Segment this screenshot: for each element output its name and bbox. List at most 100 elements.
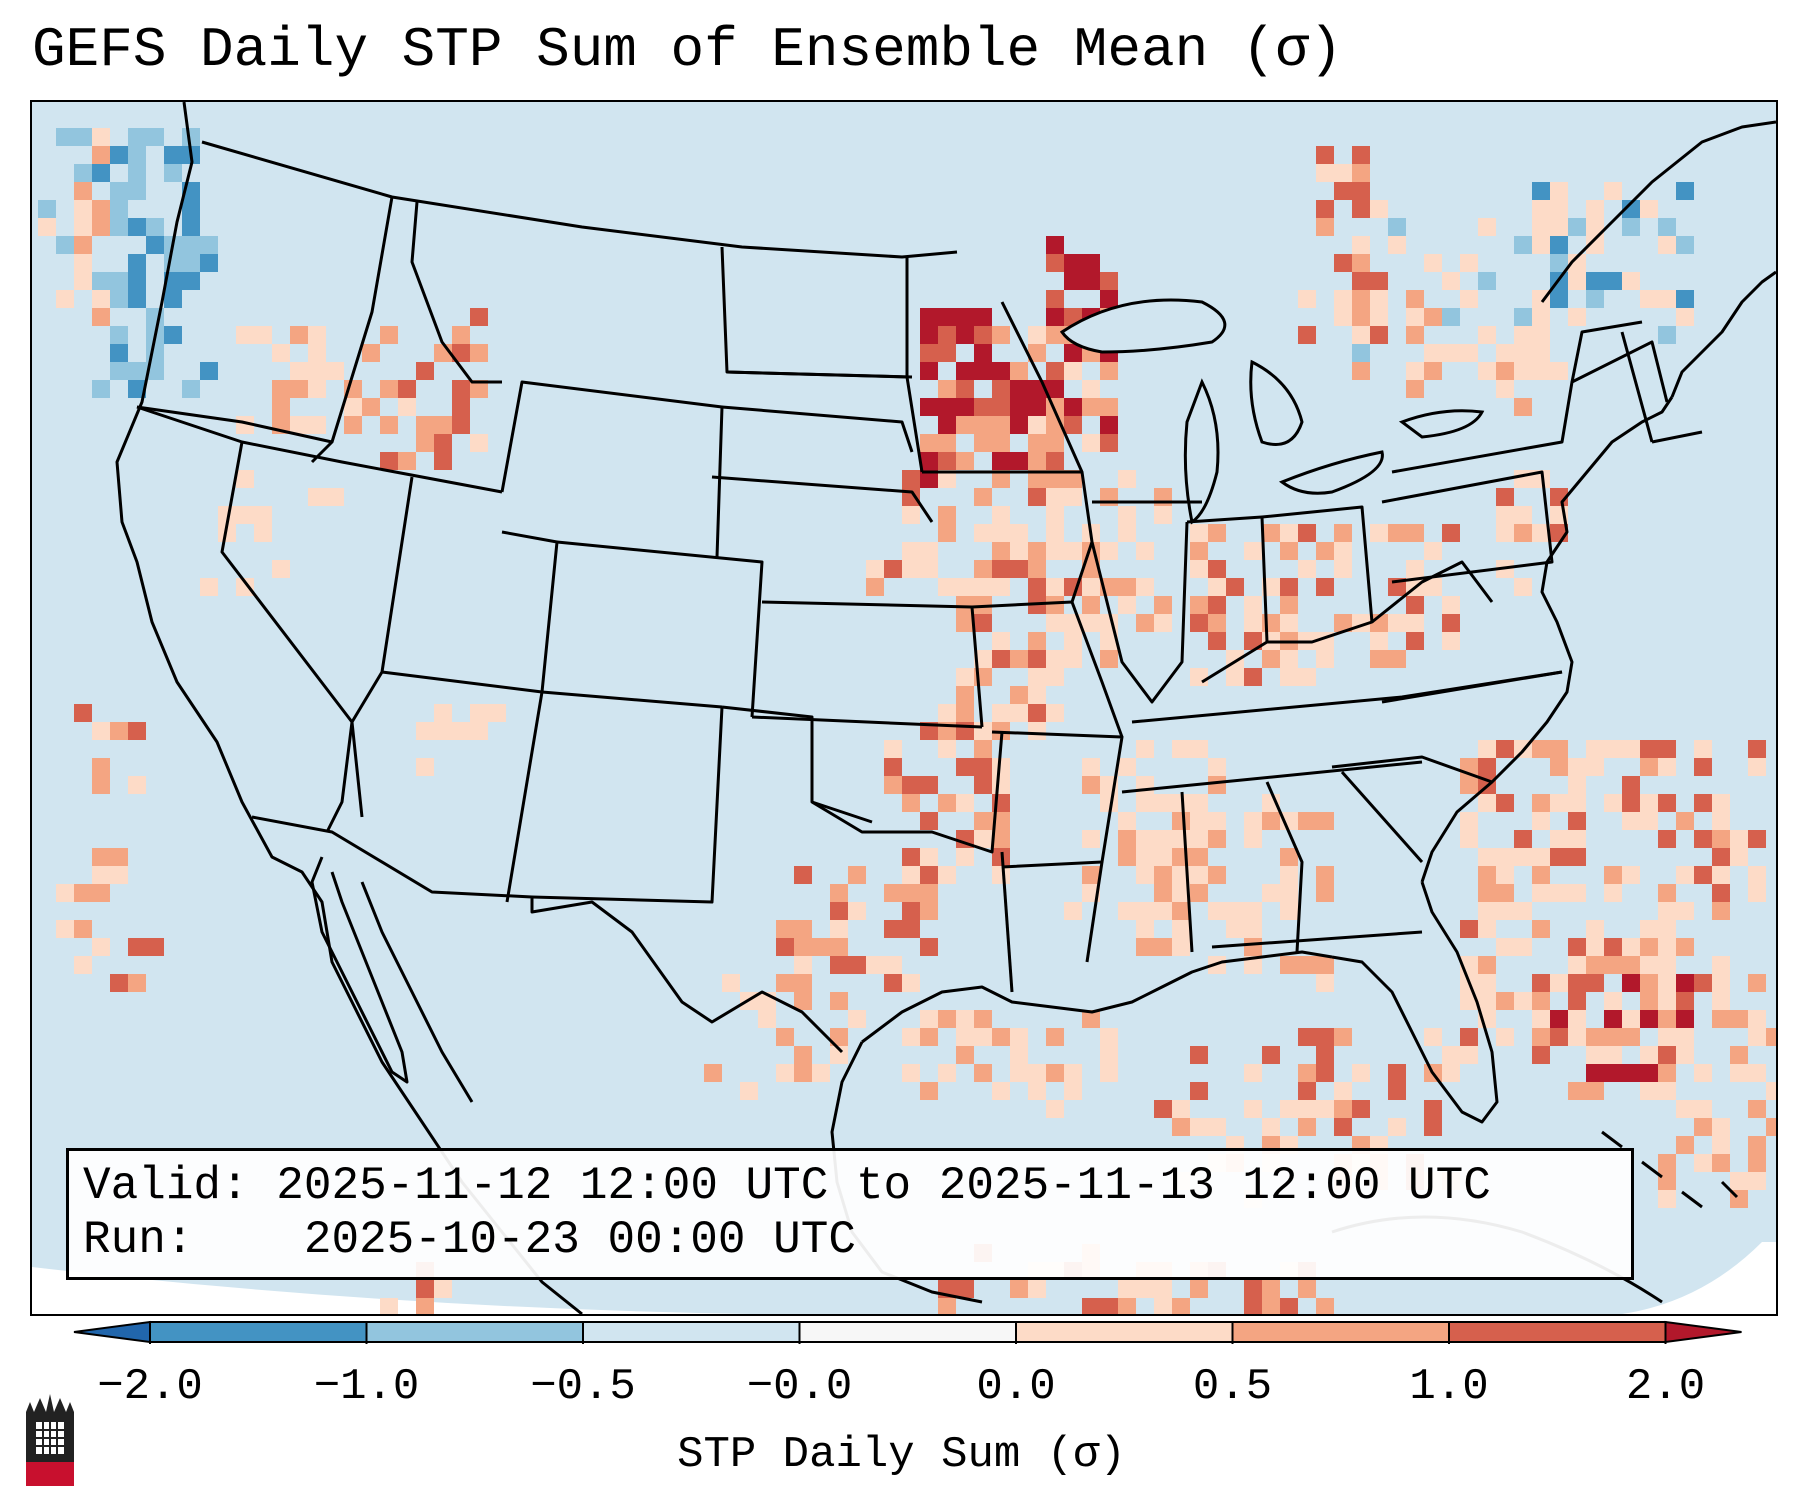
anomaly-cell bbox=[1064, 1082, 1082, 1100]
anomaly-cell bbox=[416, 416, 434, 434]
anomaly-cell bbox=[1694, 794, 1712, 812]
anomaly-cell bbox=[290, 380, 308, 398]
anomaly-cell bbox=[1658, 992, 1676, 1010]
anomaly-cell bbox=[1586, 200, 1604, 218]
lake-superior bbox=[1059, 298, 1227, 354]
anomaly-cell bbox=[920, 1010, 938, 1028]
anomaly-cell bbox=[1442, 596, 1460, 614]
anomaly-cell bbox=[1550, 1028, 1568, 1046]
anomaly-cell bbox=[1244, 1100, 1262, 1118]
anomaly-cell bbox=[1514, 506, 1532, 524]
anomaly-cell bbox=[380, 416, 398, 434]
anomaly-cell bbox=[902, 902, 920, 920]
anomaly-cell bbox=[452, 416, 470, 434]
anomaly-cell bbox=[236, 578, 254, 596]
anomaly-cell bbox=[1244, 1280, 1262, 1298]
anomaly-cell bbox=[1532, 848, 1550, 866]
anomaly-cell bbox=[1136, 614, 1154, 632]
anomaly-cell bbox=[1658, 956, 1676, 974]
anomaly-cell bbox=[1532, 290, 1550, 308]
colorbar-segment bbox=[150, 1322, 367, 1342]
anomaly-cell bbox=[1496, 1028, 1514, 1046]
anomaly-cell bbox=[1280, 596, 1298, 614]
anomaly-cell bbox=[1262, 524, 1280, 542]
anomaly-cell bbox=[1424, 362, 1442, 380]
anomaly-cell bbox=[182, 218, 200, 236]
anomaly-cell bbox=[1028, 722, 1046, 740]
anomaly-cell bbox=[1676, 938, 1694, 956]
anomaly-cell bbox=[1640, 1046, 1658, 1064]
anomaly-cell bbox=[1136, 920, 1154, 938]
anomaly-cell bbox=[920, 452, 938, 470]
anomaly-cell bbox=[1586, 236, 1604, 254]
anomaly-cell bbox=[1208, 758, 1226, 776]
anomaly-cell bbox=[164, 290, 182, 308]
anomaly-cell bbox=[380, 1298, 398, 1314]
anomaly-cell bbox=[1028, 416, 1046, 434]
anomaly-cell bbox=[1028, 578, 1046, 596]
anomaly-cell bbox=[1082, 830, 1100, 848]
anomaly-cell bbox=[1082, 254, 1100, 272]
anomaly-cell bbox=[938, 740, 956, 758]
anomaly-cell bbox=[1550, 758, 1568, 776]
anomaly-cell bbox=[1532, 218, 1550, 236]
anomaly-cell bbox=[1748, 740, 1766, 758]
anomaly-cell bbox=[794, 920, 812, 938]
anomaly-cell bbox=[110, 200, 128, 218]
anomaly-cell bbox=[1658, 920, 1676, 938]
anomaly-cell bbox=[1730, 1046, 1748, 1064]
anomaly-cell bbox=[1568, 884, 1586, 902]
anomaly-cell bbox=[1118, 524, 1136, 542]
anomaly-cell bbox=[1604, 1046, 1622, 1064]
anomaly-cell bbox=[1118, 470, 1136, 488]
colorbar-segment bbox=[1449, 1322, 1666, 1342]
anomaly-cell bbox=[974, 308, 992, 326]
anomaly-cell bbox=[848, 866, 866, 884]
map-panel[interactable] bbox=[30, 100, 1778, 1316]
anomaly-cell bbox=[1424, 308, 1442, 326]
anomaly-cell bbox=[920, 434, 938, 452]
anomaly-cell bbox=[920, 542, 938, 560]
anomaly-cell bbox=[362, 398, 380, 416]
anomaly-cell bbox=[1046, 506, 1064, 524]
anomaly-cell bbox=[992, 578, 1010, 596]
map-svg bbox=[32, 102, 1776, 1314]
anomaly-cell bbox=[974, 398, 992, 416]
anomaly-cell bbox=[992, 776, 1010, 794]
anomaly-cell bbox=[920, 812, 938, 830]
anomaly-cell bbox=[1244, 812, 1262, 830]
anomaly-cell bbox=[1352, 290, 1370, 308]
anomaly-cell bbox=[1082, 596, 1100, 614]
anomaly-cell bbox=[920, 326, 938, 344]
anomaly-cell bbox=[1532, 326, 1550, 344]
anomaly-cell bbox=[1622, 938, 1640, 956]
anomaly-cell bbox=[290, 326, 308, 344]
anomaly-cell bbox=[956, 1046, 974, 1064]
anomaly-cell bbox=[92, 722, 110, 740]
anomaly-cell bbox=[1658, 938, 1676, 956]
anomaly-cell bbox=[1640, 920, 1658, 938]
anomaly-cell bbox=[1136, 848, 1154, 866]
anomaly-cell bbox=[1604, 1064, 1622, 1082]
anomaly-cell bbox=[1442, 272, 1460, 290]
anomaly-cell bbox=[146, 218, 164, 236]
anomaly-cell bbox=[1046, 308, 1064, 326]
anomaly-cell bbox=[1118, 758, 1136, 776]
anomaly-cell bbox=[1028, 1064, 1046, 1082]
anomaly-cell bbox=[1046, 452, 1064, 470]
anomaly-cell bbox=[830, 938, 848, 956]
anomaly-cell bbox=[1514, 344, 1532, 362]
anomaly-cell bbox=[830, 884, 848, 902]
anomaly-cell bbox=[938, 704, 956, 722]
colorbar-segments bbox=[73, 1320, 1742, 1344]
anomaly-cell bbox=[1082, 398, 1100, 416]
anomaly-cell bbox=[1172, 1118, 1190, 1136]
anomaly-cell bbox=[776, 1064, 794, 1082]
anomaly-cell bbox=[920, 902, 938, 920]
anomaly-cell bbox=[1298, 560, 1316, 578]
anomaly-cell bbox=[938, 416, 956, 434]
anomaly-cell bbox=[1568, 758, 1586, 776]
anomaly-cell bbox=[164, 164, 182, 182]
anomaly-cell bbox=[1694, 830, 1712, 848]
anomaly-cell bbox=[704, 1064, 722, 1082]
